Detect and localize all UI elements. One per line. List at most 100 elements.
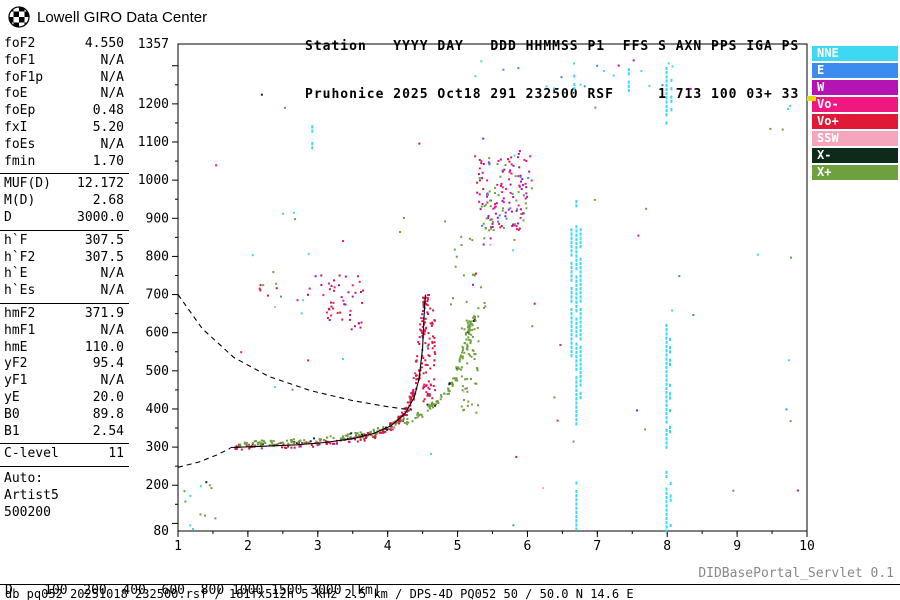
plot-frame [177, 43, 808, 532]
giro-logo-icon [8, 6, 30, 28]
svg-text:600: 600 [146, 326, 169, 341]
param-name: fmin [4, 153, 36, 169]
svg-text:8: 8 [663, 539, 671, 554]
footer-separator [0, 584, 900, 585]
param-row: M(D) 2.68 [4, 193, 124, 210]
rfi-lines [311, 66, 673, 533]
param-row: fxI 5.20 [4, 120, 124, 137]
param-row: h`Es N/A [4, 283, 124, 300]
param-value: N/A [100, 373, 124, 389]
param-value: 12.172 [77, 176, 124, 192]
param-row: yF2 95.4 [4, 356, 124, 373]
station-header: Station YYYY DAY DDD HHMMSS P1 FFS S AXN… [305, 7, 799, 135]
param-name: D [4, 209, 12, 225]
param-value: 20.0 [92, 389, 124, 405]
param-row: yE 20.0 [4, 390, 124, 407]
auto-line: 500200 [4, 504, 51, 520]
param-name: hmF1 [4, 322, 36, 338]
station-header-line1: Station YYYY DAY DDD HHMMSS P1 FFS S AXN… [305, 39, 800, 54]
brand: Lowell GIRO Data Center [8, 6, 207, 28]
svg-text:400: 400 [146, 402, 169, 417]
param-name: hmE [4, 339, 28, 355]
param-value: N/A [100, 69, 124, 85]
param-name: hmF2 [4, 305, 36, 321]
svg-text:1: 1 [174, 539, 182, 554]
d-muf-rows: D 100 200 400 600 800 1000 1500 3000 [km… [5, 556, 389, 600]
param-row: hmF1 N/A [4, 323, 124, 340]
profile-lines [177, 294, 426, 468]
param-value: N/A [100, 136, 124, 152]
param-divider [0, 443, 129, 445]
svg-text:4: 4 [384, 539, 392, 554]
svg-text:200: 200 [146, 478, 169, 493]
param-name: yF2 [4, 356, 28, 372]
param-row: B0 89.8 [4, 407, 124, 424]
param-value: 95.4 [92, 356, 124, 372]
svg-text:1200: 1200 [138, 97, 169, 112]
param-value: N/A [100, 52, 124, 68]
param-name: h`Es [4, 283, 36, 299]
param-value: N/A [100, 322, 124, 338]
d-row: D 100 200 400 600 800 1000 1500 3000 [km… [5, 583, 381, 598]
svg-text:9: 9 [733, 539, 741, 554]
param-value: 5.20 [92, 119, 124, 135]
param-row: foF1 N/A [4, 53, 124, 70]
param-row: B1 2.54 [4, 424, 124, 441]
svg-text:10: 10 [799, 539, 815, 554]
legend-item-X-: X- [812, 148, 898, 163]
param-name: B1 [4, 423, 20, 439]
param-value: 307.5 [84, 249, 124, 265]
param-name: fxI [4, 119, 28, 135]
param-row: D 3000.0 [4, 210, 124, 227]
auto-line: Auto: [4, 471, 44, 487]
param-name: C-level [4, 446, 59, 462]
legend-item-X+: X+ [812, 165, 898, 180]
legend-item-SSW: SSW [812, 131, 898, 146]
servlet-label: DIDBasePortal_Servlet 0.1 [698, 566, 894, 581]
param-row: h`E N/A [4, 266, 124, 283]
param-name: foF1p [4, 69, 44, 85]
axis-ticks [172, 65, 808, 537]
offscale-marker-yellow [807, 96, 816, 101]
brand-title: Lowell GIRO Data Center [37, 8, 208, 26]
svg-text:2: 2 [244, 539, 252, 554]
param-value: 110.0 [84, 339, 124, 355]
param-name: foF1 [4, 52, 36, 68]
svg-text:1357: 1357 [138, 37, 169, 52]
param-row: MUF(D) 12.172 [4, 176, 124, 193]
svg-text:500: 500 [146, 364, 169, 379]
param-name: yE [4, 389, 20, 405]
param-value: 89.8 [92, 406, 124, 422]
svg-text:700: 700 [146, 288, 169, 303]
param-row: h`F2 307.5 [4, 250, 124, 267]
svg-text:7: 7 [593, 539, 601, 554]
param-value: 2.68 [92, 193, 124, 209]
svg-text:80: 80 [153, 524, 169, 539]
param-row: foE N/A [4, 86, 124, 103]
svg-text:800: 800 [146, 249, 169, 264]
param-row: yF1 N/A [4, 373, 124, 390]
param-value: N/A [100, 283, 124, 299]
param-divider [0, 302, 129, 304]
svg-text:5: 5 [454, 539, 462, 554]
svg-text:3: 3 [314, 539, 322, 554]
axis-labels: 1 2 3 4 5 6 7 8 9 10 1357 1200 1100 1000 900 800 700 600 5… [138, 37, 815, 554]
param-row: hmF2 371.9 [4, 306, 124, 323]
param-value: 0.48 [92, 103, 124, 119]
svg-text:1100: 1100 [138, 135, 169, 150]
param-panel: foF2 4.550 foF1 N/A foF1p N/A foE N/A foEp 0.48 fx… [0, 36, 129, 522]
param-divider [0, 173, 129, 175]
param-row: foEp 0.48 [4, 103, 124, 120]
param-value: 307.5 [84, 232, 124, 248]
param-value: 4.550 [84, 36, 124, 51]
param-value: N/A [100, 266, 124, 282]
param-name: foEp [4, 103, 36, 119]
param-name: h`F2 [4, 249, 36, 265]
legend-item-Vo-: Vo- [812, 97, 898, 112]
param-value: 3000.0 [77, 209, 124, 225]
param-name: M(D) [4, 193, 36, 209]
param-row: fmin 1.70 [4, 154, 124, 171]
param-name: foEs [4, 136, 36, 152]
